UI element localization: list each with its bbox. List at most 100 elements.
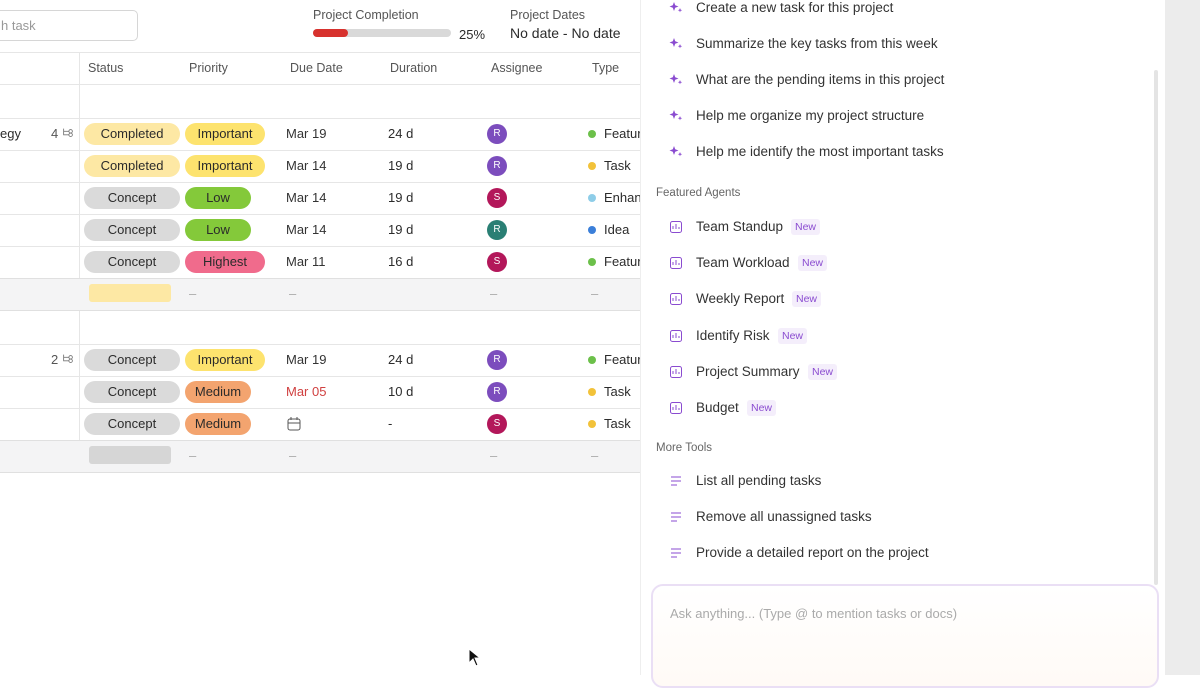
progress-track [313,29,451,37]
placeholder-dash: – [490,286,498,301]
tool[interactable]: List all pending tasks [696,473,822,488]
row[interactable] [0,246,640,278]
placeholder-dash: – [289,448,297,463]
priority-pill[interactable]: Highest [185,251,265,273]
row[interactable] [0,408,640,440]
column-header: Type [592,61,620,75]
priority-pill[interactable]: Medium [185,413,251,435]
cursor [468,648,482,667]
assignee-avatar: R [487,382,507,402]
status-pill[interactable]: Concept [84,381,180,403]
status-pill[interactable]: Completed [84,123,180,145]
due-date: Mar 11 [286,254,326,269]
placeholder-dash: – [490,448,498,463]
due-date: Mar 05 [286,384,327,399]
priority-pill[interactable]: Low [185,219,251,241]
sparkle-icon [669,110,683,121]
type-dot [588,194,596,202]
duration: 24 d [388,126,414,141]
completion-label: Project Completion [313,8,419,22]
tool-icon [671,548,681,558]
column-header: Duration [390,61,438,75]
dates-value: No date - No date [510,25,621,41]
status-pill[interactable]: Completed [84,155,180,177]
suggestion[interactable]: What are the pending items in this proje… [696,72,945,87]
due-date: Mar 19 [286,126,327,141]
assignee-avatar: S [487,188,507,208]
type-dot [588,388,596,396]
agent-icon [670,293,682,306]
placeholder-dash: – [189,286,197,301]
progress-fill [313,29,348,37]
agent[interactable]: Identify Risk [696,327,770,343]
type-label: Enhan [604,190,642,205]
assignee-avatar: R [487,350,507,370]
status-pill[interactable]: Concept [84,219,180,241]
agent[interactable]: Weekly Report [696,291,785,307]
status-pill[interactable]: Concept [84,349,180,371]
due-date: Mar 14 [286,190,327,205]
type-label: Task [604,158,631,173]
dates-label: Project Dates [510,8,586,22]
status-pill[interactable]: Concept [84,187,180,209]
type-dot [588,130,596,138]
chat-input[interactable]: Ask anything... (Type @ to mention tasks… [651,584,1159,688]
row[interactable] [0,344,640,376]
add-row[interactable] [0,440,640,473]
row[interactable] [0,118,640,150]
assignee-avatar: R [487,156,507,176]
new-badge: New [778,327,808,344]
type-dot [588,226,596,234]
priority-pill[interactable]: Important [185,155,265,177]
priority-pill[interactable]: Low [185,187,251,209]
header-row [0,52,640,85]
suggestion[interactable]: Help me organize my project structure [696,108,925,123]
row[interactable] [0,150,640,182]
agent[interactable]: Project Summary [696,363,800,379]
type-dot [588,420,596,428]
search-box[interactable]: h task [0,10,138,41]
status-pill[interactable]: Concept [84,251,180,273]
placeholder-dash: – [591,448,599,463]
row[interactable] [0,182,640,214]
tool[interactable]: Remove all unassigned tasks [696,509,872,524]
section-heading: More Tools [656,442,713,454]
column-header: Status [88,61,124,75]
duration: 24 d [388,352,414,367]
new-badge: New [808,363,838,380]
priority-pill[interactable]: Important [185,123,265,145]
new-badge: New [791,219,821,235]
status-pill[interactable]: Concept [84,413,180,435]
new-badge: New [747,400,777,416]
suggestion[interactable]: Summarize the key tasks from this week [696,36,938,51]
agent-icon [670,365,682,378]
row[interactable] [0,214,640,246]
type-label: Task [604,416,631,431]
type-dot [588,258,596,266]
column-header: Due Date [290,61,343,75]
tool[interactable]: Provide a detailed report on the project [696,545,929,560]
assignee-avatar: S [487,252,507,272]
type-label: Featur [604,126,642,141]
agent[interactable]: Team Workload [696,255,790,271]
type-label: Featur [604,254,642,269]
agent[interactable]: Team Standup [696,219,784,234]
sparkle-icon [669,74,683,85]
duration: 10 d [388,384,414,399]
tool-icon [671,512,681,522]
priority-pill[interactable]: Important [185,349,265,371]
priority-pill[interactable]: Medium [185,381,251,403]
sparkle-icon [669,38,683,49]
duration: - [388,416,393,431]
agent[interactable]: Budget [696,400,739,415]
new-badge: New [792,291,822,308]
section-heading: Featured Agents [656,187,741,199]
suggestion[interactable]: Create a new task for this project [696,0,894,15]
row[interactable] [0,376,640,408]
completion-value: 25% [459,27,486,42]
suggestion[interactable]: Help me identify the most important task… [696,144,944,159]
new-badge: New [798,255,828,272]
scrollbar [1154,70,1158,585]
column-header: Priority [189,61,228,75]
agent-icon [670,402,682,414]
